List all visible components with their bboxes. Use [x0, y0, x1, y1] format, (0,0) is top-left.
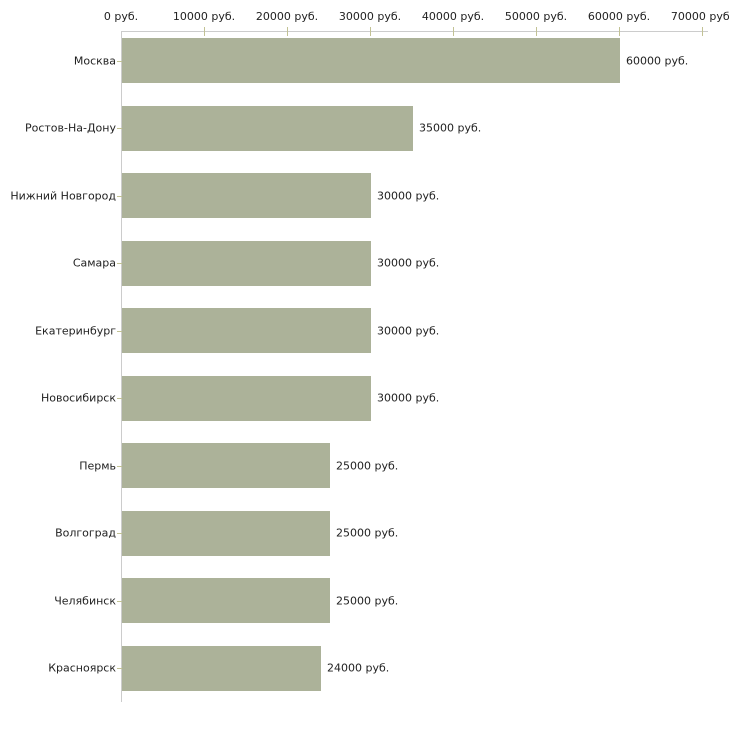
- bar: [122, 240, 371, 286]
- x-axis-tick-label: 50000 руб.: [504, 10, 568, 23]
- y-axis-tick: [117, 263, 122, 264]
- bar-value-label: 60000 руб.: [626, 54, 689, 67]
- bar-value-label: 24000 руб.: [327, 661, 390, 675]
- y-axis-tick: [117, 465, 122, 467]
- category-label: Волгоград: [55, 526, 116, 540]
- y-axis-line: [121, 31, 122, 702]
- x-axis-tick-label: 30000 руб.: [338, 10, 402, 23]
- category-label: Екатеринбург: [35, 324, 116, 337]
- bar-value-label: 25000 руб.: [336, 459, 399, 472]
- x-axis-tick: [204, 27, 205, 36]
- category-label: Челябинск: [54, 594, 116, 607]
- bar: [122, 308, 371, 353]
- x-axis-tick-label: 10000 руб.: [172, 10, 236, 23]
- y-axis-tick: [117, 533, 122, 534]
- bar: [122, 38, 620, 83]
- x-axis-tick: [536, 27, 537, 36]
- y-axis-tick: [117, 330, 122, 332]
- y-axis-tick: [117, 195, 122, 197]
- category-label: Новосибирск: [40, 391, 116, 405]
- category-label: Красноярск: [48, 661, 116, 675]
- bar: [122, 443, 330, 488]
- x-axis-tick: [453, 27, 454, 36]
- y-axis-tick: [117, 600, 122, 602]
- bar-value-label: 35000 руб.: [419, 121, 482, 135]
- category-label: Пермь: [79, 459, 116, 472]
- y-axis-tick: [117, 668, 122, 669]
- bar: [122, 375, 371, 421]
- x-axis-tick-label: 60000 руб.: [587, 10, 651, 23]
- y-axis-tick: [117, 128, 122, 129]
- category-label: Самара: [72, 256, 116, 270]
- category-label: Нижний Новгород: [10, 189, 116, 202]
- x-axis-line: [121, 31, 708, 32]
- bar: [122, 578, 330, 623]
- x-axis-tick: [370, 27, 371, 36]
- y-axis-tick: [117, 60, 122, 62]
- category-label: Москва: [73, 54, 116, 67]
- y-axis-tick: [117, 398, 122, 399]
- category-label: Ростов-На-Дону: [24, 121, 116, 135]
- x-axis-tick-label: 20000 руб.: [255, 10, 319, 23]
- bar-value-label: 30000 руб.: [377, 189, 440, 202]
- bar: [122, 645, 321, 691]
- bar-value-label: 25000 руб.: [336, 526, 399, 540]
- bar: [122, 510, 330, 556]
- bar-value-label: 30000 руб.: [377, 391, 440, 405]
- bar: [122, 105, 413, 151]
- x-axis-tick-label: 70000 руб.: [670, 10, 730, 23]
- x-axis-tick: [702, 27, 703, 36]
- x-axis-tick: [287, 27, 288, 36]
- bar-value-label: 30000 руб.: [377, 324, 440, 337]
- x-axis-tick: [619, 27, 620, 36]
- x-axis-tick-label: 40000 руб.: [421, 10, 485, 23]
- bar-value-label: 30000 руб.: [377, 256, 440, 270]
- x-axis-tick-label: 0 руб.: [103, 10, 139, 23]
- bar: [122, 173, 371, 218]
- bar-value-label: 25000 руб.: [336, 594, 399, 607]
